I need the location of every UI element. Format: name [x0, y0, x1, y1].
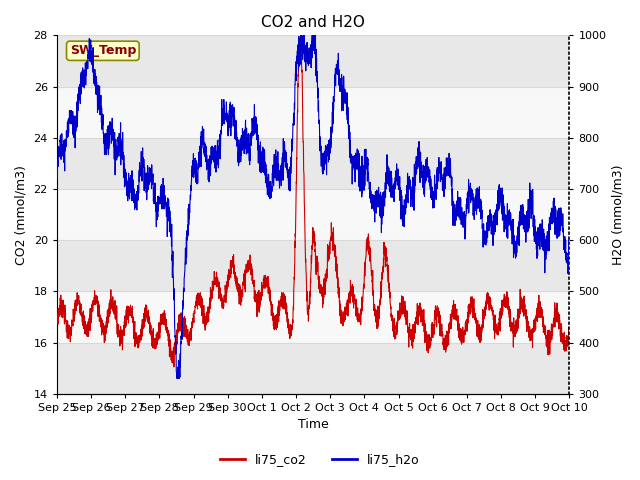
Bar	[57, 189, 570, 240]
Y-axis label: CO2 (mmol/m3): CO2 (mmol/m3)	[15, 165, 28, 264]
Title: CO2 and H2O: CO2 and H2O	[261, 15, 365, 30]
Bar	[57, 138, 570, 189]
Text: SW_Temp: SW_Temp	[70, 44, 136, 57]
Y-axis label: H2O (mmol/m3): H2O (mmol/m3)	[612, 164, 625, 265]
Bar	[57, 343, 570, 394]
Bar	[57, 86, 570, 138]
Bar	[57, 240, 570, 291]
X-axis label: Time: Time	[298, 419, 328, 432]
Legend: li75_co2, li75_h2o: li75_co2, li75_h2o	[215, 448, 425, 471]
Bar	[57, 36, 570, 86]
Bar	[57, 291, 570, 343]
